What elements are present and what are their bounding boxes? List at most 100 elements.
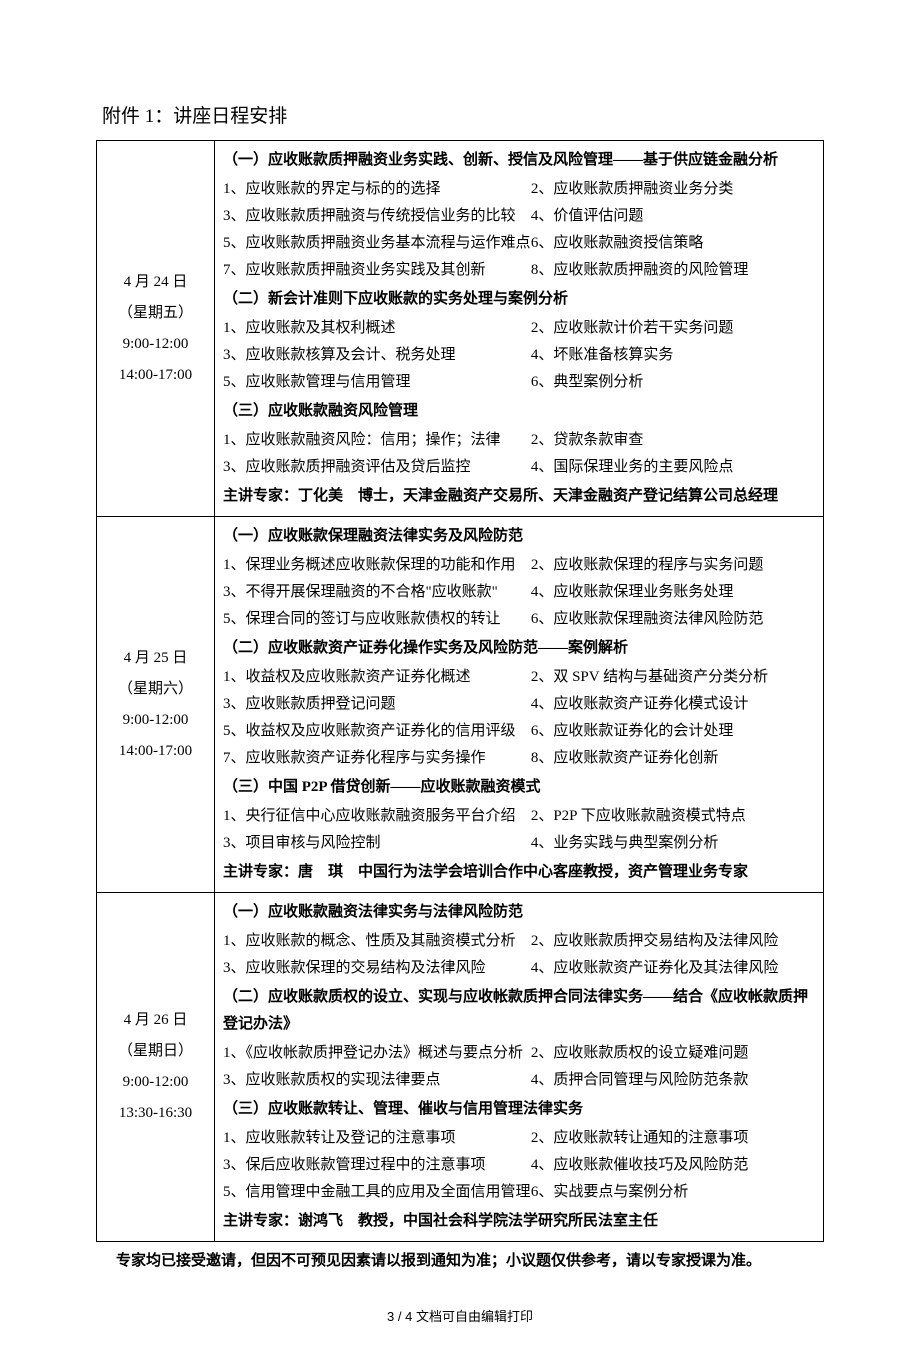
topic-right: 6、典型案例分析 (531, 369, 815, 396)
speaker-line: 主讲专家：谢鸿飞 教授，中国社会科学院法学研究所民法室主任 (223, 1208, 815, 1235)
topic-row: 1、应收账款及其权利概述2、应收账款计价若干实务问题 (223, 315, 815, 342)
topic-row: 3、应收账款核算及会计、税务处理4、坏账准备核算实务 (223, 342, 815, 369)
topic-right: 6、应收账款证券化的会计处理 (531, 718, 815, 745)
day-time1: 9:00-12:00 (99, 1069, 212, 1096)
topic-row: 7、应收账款资产证券化程序与实务操作8、应收账款资产证券化创新 (223, 745, 815, 772)
topic-right: 4、应收账款资产证券化及其法律风险 (531, 955, 815, 982)
topic-right: 2、应收账款转让通知的注意事项 (531, 1125, 815, 1152)
topic-right: 2、应收账款质权的设立疑难问题 (531, 1040, 815, 1067)
topic-row: 3、保后应收账款管理过程中的注意事项4、应收账款催收技巧及风险防范 (223, 1152, 815, 1179)
topic-row: 7、应收账款质押融资业务实践及其创新8、应收账款质押融资的风险管理 (223, 257, 815, 284)
day-cell: 4 月 26 日（星期日）9:00-12:0013:30-16:30 (97, 893, 215, 1242)
topic-left: 1、《应收帐款质押登记办法》概述与要点分析 (223, 1040, 531, 1067)
topic-row: 3、应收账款质权的实现法律要点4、质押合同管理与风险防范条款 (223, 1067, 815, 1094)
topic-left: 3、应收账款核算及会计、税务处理 (223, 342, 531, 369)
section-heading: （二）应收账款资产证券化操作实务及风险防范——案例解析 (223, 635, 815, 662)
content-cell: （一）应收账款质押融资业务实践、创新、授信及风险管理——基于供应链金融分析1、应… (215, 141, 824, 517)
page-footer: 3 / 4 文档可自由编辑打印 (96, 1305, 824, 1328)
topic-row: 3、项目审核与风险控制4、业务实践与典型案例分析 (223, 830, 815, 857)
section-heading: （二）应收账款质权的设立、实现与应收帐款质押合同法律实务——结合《应收帐款质押登… (223, 984, 815, 1038)
day-weekday: （星期五） (99, 300, 212, 327)
topic-left: 1、应收账款及其权利概述 (223, 315, 531, 342)
topic-row: 1、应收账款融资风险：信用；操作；法律2、贷款条款审查 (223, 427, 815, 454)
topic-right: 2、P2P 下应收账款融资模式特点 (531, 803, 815, 830)
topic-right: 4、应收账款资产证券化模式设计 (531, 691, 815, 718)
topic-left: 7、应收账款质押融资业务实践及其创新 (223, 257, 531, 284)
topic-row: 1、《应收帐款质押登记办法》概述与要点分析2、应收账款质权的设立疑难问题 (223, 1040, 815, 1067)
topic-left: 1、保理业务概述应收账款保理的功能和作用 (223, 552, 531, 579)
content-cell: （一）应收账款保理融资法律实务及风险防范1、保理业务概述应收账款保理的功能和作用… (215, 517, 824, 893)
topic-left: 5、收益权及应收账款资产证券化的信用评级 (223, 718, 531, 745)
topic-left: 7、应收账款资产证券化程序与实务操作 (223, 745, 531, 772)
topic-row: 3、应收账款保理的交易结构及法律风险4、应收账款资产证券化及其法律风险 (223, 955, 815, 982)
section-heading: （三）应收账款转让、管理、催收与信用管理法律实务 (223, 1096, 815, 1123)
day-weekday: （星期日） (99, 1038, 212, 1065)
topic-right: 2、应收账款质押融资业务分类 (531, 176, 815, 203)
day-date: 4 月 24 日 (99, 269, 212, 296)
section-heading: （一）应收账款保理融资法律实务及风险防范 (223, 523, 815, 550)
day-cell: 4 月 24 日（星期五）9:00-12:0014:00-17:00 (97, 141, 215, 517)
topic-row: 5、信用管理中金融工具的应用及全面信用管理6、实战要点与案例分析 (223, 1179, 815, 1206)
page-title: 附件 1：讲座日程安排 (96, 100, 824, 134)
topic-left: 1、收益权及应收账款资产证券化概述 (223, 664, 531, 691)
topic-right: 4、业务实践与典型案例分析 (531, 830, 815, 857)
topic-left: 1、应收账款融资风险：信用；操作；法律 (223, 427, 531, 454)
topic-left: 1、央行征信中心应收账款融资服务平台介绍 (223, 803, 531, 830)
topic-right: 2、应收账款计价若干实务问题 (531, 315, 815, 342)
topic-right: 8、应收账款资产证券化创新 (531, 745, 815, 772)
day-cell: 4 月 25 日（星期六）9:00-12:0014:00-17:00 (97, 517, 215, 893)
topic-left: 3、保后应收账款管理过程中的注意事项 (223, 1152, 531, 1179)
topic-right: 6、应收账款融资授信策略 (531, 230, 815, 257)
topic-left: 1、应收账款转让及登记的注意事项 (223, 1125, 531, 1152)
topic-row: 5、保理合同的签订与应收账款债权的转让6、应收账款保理融资法律风险防范 (223, 606, 815, 633)
day-weekday: （星期六） (99, 676, 212, 703)
topic-left: 5、应收账款质押融资业务基本流程与运作难点 (223, 230, 531, 257)
topic-left: 1、应收账款的界定与标的的选择 (223, 176, 531, 203)
topic-left: 3、应收账款质押登记问题 (223, 691, 531, 718)
topic-left: 3、应收账款质权的实现法律要点 (223, 1067, 531, 1094)
topic-right: 6、应收账款保理融资法律风险防范 (531, 606, 815, 633)
topic-row: 3、应收账款质押融资与传统授信业务的比较4、价值评估问题 (223, 203, 815, 230)
topic-row: 3、不得开展保理融资的不合格"应收账款"4、应收账款保理业务账务处理 (223, 579, 815, 606)
topic-row: 1、央行征信中心应收账款融资服务平台介绍2、P2P 下应收账款融资模式特点 (223, 803, 815, 830)
topic-right: 2、贷款条款审查 (531, 427, 815, 454)
topic-right: 8、应收账款质押融资的风险管理 (531, 257, 815, 284)
topic-left: 5、信用管理中金融工具的应用及全面信用管理 (223, 1179, 531, 1206)
topic-row: 5、应收账款管理与信用管理6、典型案例分析 (223, 369, 815, 396)
topic-right: 4、国际保理业务的主要风险点 (531, 454, 815, 481)
topic-right: 2、应收账款质押交易结构及法律风险 (531, 928, 815, 955)
topic-right: 4、价值评估问题 (531, 203, 815, 230)
section-heading: （三）应收账款融资风险管理 (223, 398, 815, 425)
topic-row: 5、应收账款质押融资业务基本流程与运作难点6、应收账款融资授信策略 (223, 230, 815, 257)
content-cell: （一）应收账款融资法律实务与法律风险防范1、应收账款的概念、性质及其融资模式分析… (215, 893, 824, 1242)
day-time2: 14:00-17:00 (99, 738, 212, 765)
footnote: 专家均已接受邀请，但因不可预见因素请以报到通知为准；小议题仅供参考，请以专家授课… (96, 1248, 824, 1275)
section-heading: （二）新会计准则下应收账款的实务处理与案例分析 (223, 286, 815, 313)
day-time2: 13:30-16:30 (99, 1100, 212, 1127)
topic-row: 3、应收账款质押登记问题4、应收账款资产证券化模式设计 (223, 691, 815, 718)
topic-row: 5、收益权及应收账款资产证券化的信用评级6、应收账款证券化的会计处理 (223, 718, 815, 745)
topic-left: 3、项目审核与风险控制 (223, 830, 531, 857)
topic-left: 3、应收账款质押融资与传统授信业务的比较 (223, 203, 531, 230)
section-heading: （三）中国 P2P 借贷创新——应收账款融资模式 (223, 774, 815, 801)
topic-row: 1、应收账款的界定与标的的选择2、应收账款质押融资业务分类 (223, 176, 815, 203)
section-heading: （一）应收账款质押融资业务实践、创新、授信及风险管理——基于供应链金融分析 (223, 147, 815, 174)
topic-right: 4、应收账款催收技巧及风险防范 (531, 1152, 815, 1179)
topic-left: 1、应收账款的概念、性质及其融资模式分析 (223, 928, 531, 955)
topic-right: 4、质押合同管理与风险防范条款 (531, 1067, 815, 1094)
topic-left: 3、应收账款保理的交易结构及法律风险 (223, 955, 531, 982)
topic-row: 1、应收账款转让及登记的注意事项2、应收账款转让通知的注意事项 (223, 1125, 815, 1152)
topic-left: 3、不得开展保理融资的不合格"应收账款" (223, 579, 531, 606)
topic-right: 6、实战要点与案例分析 (531, 1179, 815, 1206)
topic-left: 5、保理合同的签订与应收账款债权的转让 (223, 606, 531, 633)
schedule-table: 4 月 24 日（星期五）9:00-12:0014:00-17:00（一）应收账… (96, 140, 824, 1242)
section-heading: （一）应收账款融资法律实务与法律风险防范 (223, 899, 815, 926)
topic-left: 5、应收账款管理与信用管理 (223, 369, 531, 396)
topic-row: 1、应收账款的概念、性质及其融资模式分析2、应收账款质押交易结构及法律风险 (223, 928, 815, 955)
topic-row: 1、保理业务概述应收账款保理的功能和作用2、应收账款保理的程序与实务问题 (223, 552, 815, 579)
topic-right: 4、应收账款保理业务账务处理 (531, 579, 815, 606)
topic-row: 1、收益权及应收账款资产证券化概述2、双 SPV 结构与基础资产分类分析 (223, 664, 815, 691)
topic-right: 2、应收账款保理的程序与实务问题 (531, 552, 815, 579)
day-date: 4 月 25 日 (99, 645, 212, 672)
topic-left: 3、应收账款质押融资评估及贷后监控 (223, 454, 531, 481)
